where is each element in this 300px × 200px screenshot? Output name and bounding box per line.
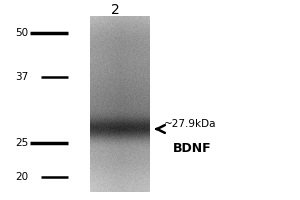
Text: 25: 25: [15, 138, 28, 148]
Text: ~27.9kDa: ~27.9kDa: [164, 119, 216, 129]
Text: BDNF: BDNF: [172, 142, 211, 154]
Text: 37: 37: [15, 72, 28, 82]
Text: 2: 2: [111, 3, 120, 17]
Text: 20: 20: [15, 172, 28, 182]
Text: 50: 50: [15, 28, 28, 38]
